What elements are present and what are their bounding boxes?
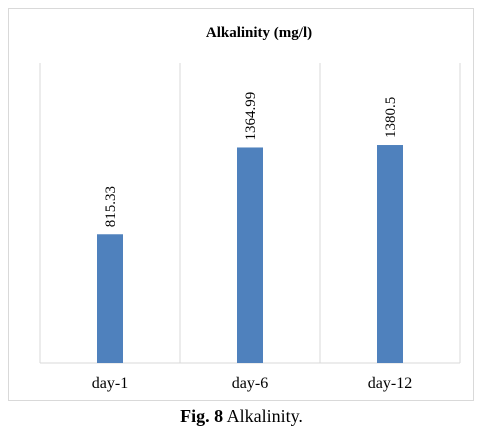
- data-label-day-6: 1364.99: [243, 92, 259, 141]
- bar-day-6: [237, 147, 263, 363]
- chart-title: Alkalinity (mg/l): [206, 25, 312, 41]
- figure-caption-text: Alkalinity.: [226, 406, 303, 426]
- x-tick-label: day-12: [368, 375, 412, 392]
- data-label-day-12: 1380.5: [383, 97, 399, 138]
- bar-day-12: [377, 145, 403, 363]
- bar-day-1: [97, 234, 123, 363]
- data-label-day-1: 815.33: [103, 186, 119, 227]
- x-tick-label: day-1: [92, 375, 128, 392]
- x-tick-label: day-6: [232, 375, 268, 392]
- figure-number: Fig. 8: [180, 406, 224, 426]
- figure-caption: Fig. 8 Alkalinity.: [0, 406, 483, 427]
